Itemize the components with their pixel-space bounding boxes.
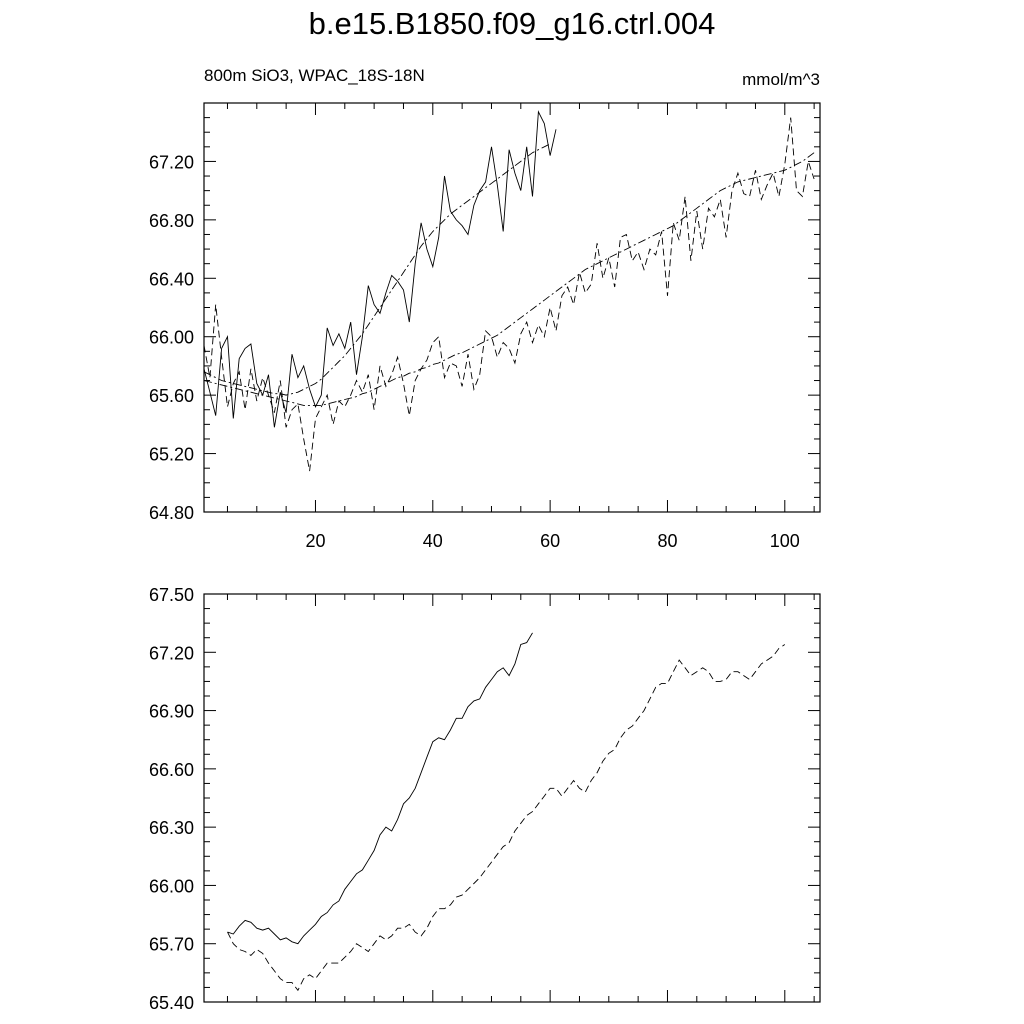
bottom-panel: 65.40 65.70 66.00 66.30 66.60 66.90 67.20 67.50 (149, 585, 821, 1013)
y-tick-label: 66.60 (149, 760, 194, 780)
page-title: b.e15.B1850.f09_g16.ctrl.004 (308, 6, 716, 41)
subtitle-units: mmol/m^3 (742, 70, 820, 89)
y-tick-label: 65.60 (149, 386, 194, 406)
series-line-2-dashed (227, 644, 786, 992)
x-tick-label: 100 (770, 531, 800, 551)
plot-frame (203, 593, 821, 1003)
y-tick-label: 67.50 (149, 585, 194, 605)
series-line-1-solid (203, 110, 557, 428)
x-tick-label: 60 (540, 531, 560, 551)
y-tick-label: 66.90 (149, 702, 194, 722)
series-line-3-dashed (203, 117, 815, 472)
y-tick-label: 65.40 (149, 993, 194, 1013)
y-tick-label: 65.70 (149, 935, 194, 955)
top-panel: 20 40 60 80 100 64.80 65.20 65.60 66.00 66.40 66.8… (149, 102, 821, 551)
y-tick-label: 67.20 (149, 643, 194, 663)
x-tick-label: 40 (423, 531, 443, 551)
series-line-1-solid (227, 632, 533, 945)
x-tick-label: 80 (657, 531, 677, 551)
y-tick-label: 66.30 (149, 818, 194, 838)
x-tick-label: 20 (305, 531, 325, 551)
y-tick-label: 64.80 (149, 503, 194, 523)
y-tick-label: 66.00 (149, 328, 194, 348)
subtitle-variable-region: 800m SiO3, WPAC_18S-18N (204, 66, 425, 85)
y-tick-label: 66.00 (149, 876, 194, 896)
series-line-2-dash-dot (203, 143, 551, 396)
series-line-4-dash-dot (203, 152, 815, 406)
y-tick-label: 67.20 (149, 152, 194, 172)
y-tick-label: 66.40 (149, 269, 194, 289)
plot-frame (203, 102, 821, 513)
y-tick-label: 66.80 (149, 211, 194, 231)
y-tick-label: 65.20 (149, 445, 194, 465)
